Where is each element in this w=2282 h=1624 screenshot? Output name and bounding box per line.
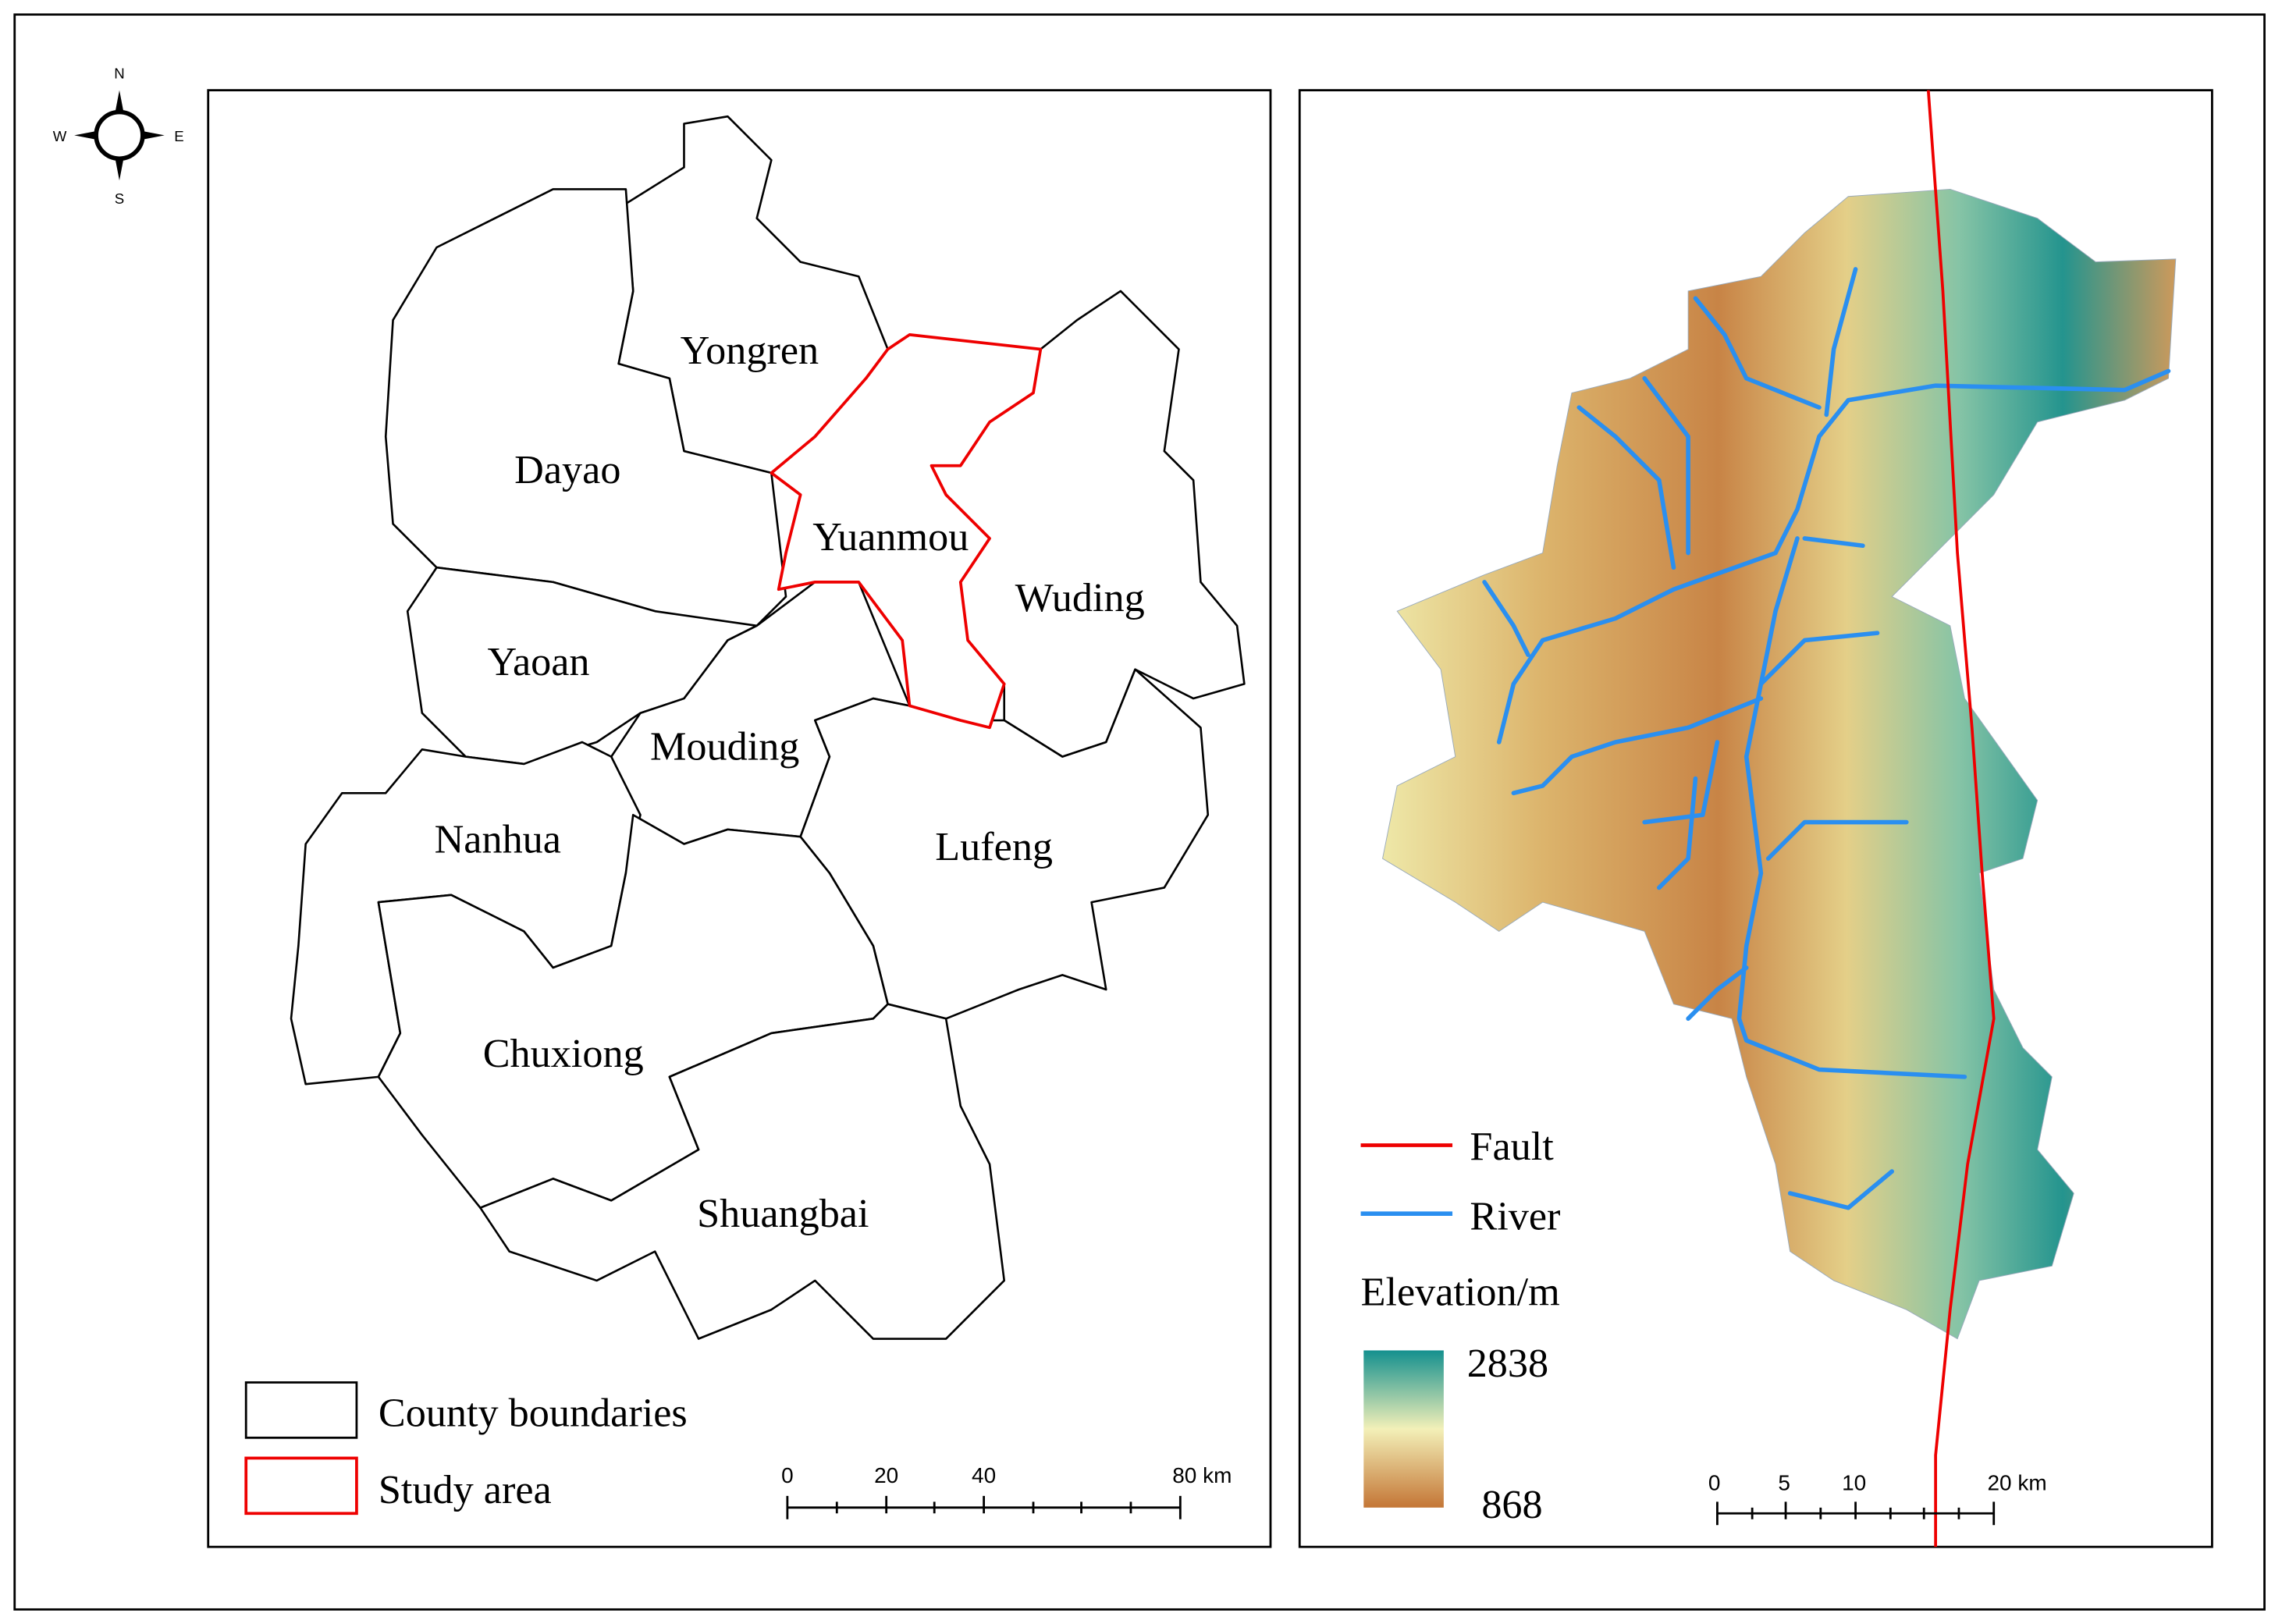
- elevation-title: Elevation/m: [1361, 1270, 1560, 1315]
- county-label: Shuangbai: [697, 1191, 869, 1236]
- county-label: Mouding: [650, 723, 799, 769]
- compass-s: S: [115, 190, 124, 207]
- county-label: Chuxiong: [483, 1031, 644, 1076]
- scale-label: 20 km: [1987, 1470, 2046, 1494]
- river: [1686, 965, 1749, 1022]
- county-label: Yuanmou: [812, 514, 969, 560]
- scale-label: 0: [781, 1463, 794, 1487]
- river: [1736, 536, 1967, 1079]
- county-label: Yongren: [681, 328, 819, 373]
- compass-n: N: [114, 66, 124, 82]
- scale-label: 5: [1778, 1470, 1790, 1494]
- fault: [1926, 90, 1996, 1548]
- river: [1787, 1169, 1894, 1210]
- elevation-map: [1382, 188, 2177, 1340]
- river: [1642, 376, 1690, 556]
- legend-label: River: [1470, 1194, 1560, 1239]
- compass-e: E: [174, 128, 183, 144]
- scale-label: 80 km: [1172, 1463, 1232, 1487]
- county-label: Lufeng: [935, 824, 1053, 869]
- legend-swatch: [244, 1456, 358, 1516]
- scale-bar: 0 5 10 20 km: [1708, 1470, 2047, 1526]
- river: [1496, 368, 2171, 744]
- compass-ring: [94, 109, 145, 162]
- compass: N S W E: [53, 66, 184, 207]
- scale-ticks: [1716, 1501, 1996, 1526]
- elevation-max: 2838: [1467, 1341, 1548, 1386]
- river: [1576, 405, 1676, 570]
- county-map: [290, 115, 1246, 1340]
- county: [479, 1003, 1006, 1340]
- river: [1758, 631, 1880, 687]
- outer-frame: [13, 13, 2266, 1611]
- rivers: [1482, 267, 2171, 1210]
- river: [1642, 740, 1720, 825]
- compass-w: W: [53, 128, 67, 144]
- legend-label: County boundaries: [379, 1390, 688, 1435]
- elevation-ramp: [1363, 1350, 1444, 1508]
- scale-label: 10: [1842, 1470, 1866, 1494]
- scale-label: 20: [874, 1463, 898, 1487]
- scale-bar: 0 20 40 80 km: [781, 1463, 1232, 1519]
- legend-label: Study area: [379, 1467, 552, 1512]
- study-area: [770, 333, 1043, 730]
- river: [1802, 536, 1865, 549]
- legend-swatch: [244, 1381, 358, 1439]
- river: [1693, 296, 1822, 410]
- river: [1511, 696, 1764, 796]
- county-label: Nanhua: [435, 817, 561, 862]
- scale-label: 0: [1708, 1470, 1721, 1494]
- county-label: Dayao: [514, 447, 620, 492]
- river: [1657, 776, 1698, 890]
- legend-label: Fault: [1470, 1124, 1554, 1169]
- river: [1824, 267, 1858, 418]
- elevation-min: 868: [1481, 1482, 1542, 1527]
- scale-label: 40: [972, 1463, 996, 1487]
- county: [377, 813, 889, 1210]
- river: [1765, 819, 1909, 861]
- river: [1482, 580, 1530, 657]
- county-label: Yaoan: [488, 639, 590, 684]
- county-label: Wuding: [1015, 575, 1145, 620]
- scale-ticks: [786, 1495, 1182, 1519]
